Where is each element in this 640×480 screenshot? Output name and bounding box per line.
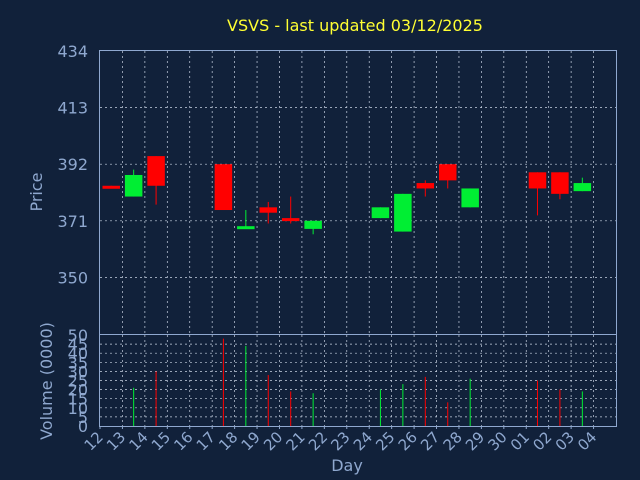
price-tick-label: 392 [57, 155, 88, 174]
volume-tick-label: 45 [68, 335, 88, 354]
candlesticks [102, 156, 592, 235]
price-tick-label: 350 [57, 268, 88, 287]
candle-body [147, 156, 165, 186]
x-axis-label: Day [331, 456, 363, 475]
volume-tick-label: 35 [68, 353, 88, 372]
volume-axis-label: Volume (0000) [37, 322, 56, 440]
price-axis-label: Price [27, 172, 46, 211]
price-y-ticks: 434 413 392 371 350 [57, 42, 88, 287]
candle-body [528, 172, 547, 189]
candle-01 [528, 172, 547, 216]
candle-body [461, 188, 479, 208]
candle-body [371, 207, 390, 219]
price-tick-label: 413 [57, 99, 88, 118]
candle-body [416, 183, 435, 189]
x-tick-label: 04 [574, 428, 600, 454]
price-panel: 434 413 392 371 350 Price [27, 42, 617, 335]
candle-body [281, 218, 300, 222]
candle-body [124, 174, 143, 197]
candle-28 [461, 188, 479, 208]
candle-03 [573, 177, 592, 192]
candle-body [551, 172, 569, 194]
volume-grid [100, 335, 616, 426]
volume-tick-label: 0 [78, 417, 88, 436]
volume-tick-label: 10 [68, 399, 88, 418]
candle-24 [371, 207, 390, 219]
candle-19 [259, 201, 278, 224]
candle-12 [102, 185, 120, 189]
volume-tick-label: 30 [68, 362, 88, 381]
x-axis-ticks: 1213141516171819202122232425262728293001… [81, 426, 600, 454]
volume-tick-label: 50 [68, 326, 88, 345]
candle-body [573, 183, 592, 192]
candle-18 [237, 210, 255, 230]
candle-body [438, 164, 457, 181]
candle-27 [438, 164, 457, 189]
candle-26 [416, 180, 435, 197]
candle-body [102, 185, 120, 189]
candle-14 [147, 156, 165, 205]
volume-bars [133, 338, 583, 426]
price-tick-label: 434 [57, 42, 88, 61]
candle-13 [124, 169, 143, 197]
price-tick-label: 371 [57, 212, 88, 231]
candle-17 [214, 164, 233, 211]
candle-21 [304, 220, 322, 235]
candle-25 [394, 193, 412, 232]
price-grid [100, 51, 616, 334]
volume-tick-label: 40 [68, 344, 88, 363]
candle-20 [281, 196, 300, 224]
volume-tick-label: 15 [68, 390, 88, 409]
chart-title: VSVS - last updated 03/12/2025 [227, 16, 483, 35]
candle-body [214, 164, 233, 211]
volume-tick-label: 25 [68, 372, 88, 391]
candle-body [259, 207, 278, 213]
candle-body [394, 193, 412, 232]
volume-tick-label: 5 [78, 408, 88, 427]
candle-02 [551, 172, 569, 200]
price-plot-frame [99, 50, 617, 335]
volume-plot-frame [99, 334, 617, 427]
candle-body [237, 226, 255, 230]
candle-body [304, 220, 322, 229]
volume-tick-label: 20 [68, 381, 88, 400]
